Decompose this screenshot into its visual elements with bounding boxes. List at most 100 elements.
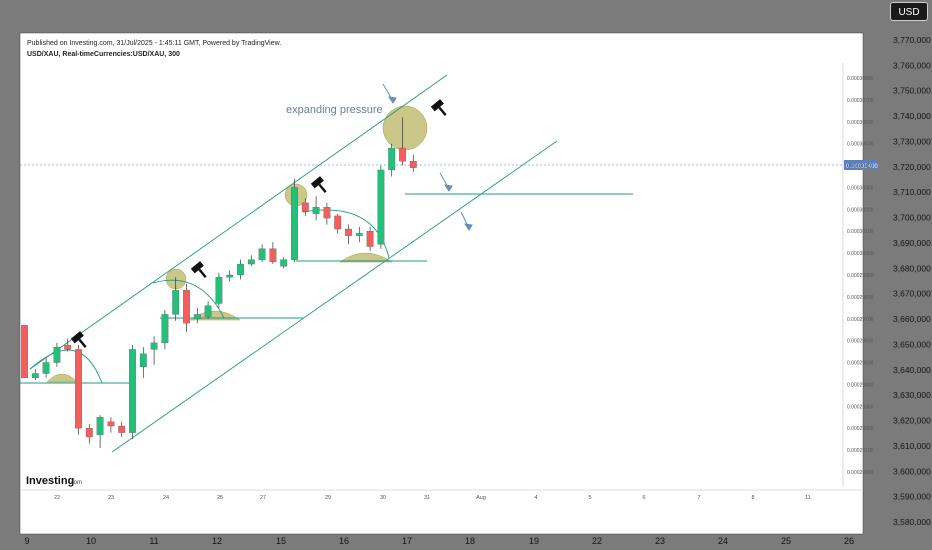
outer-y-tick-label: 3,650,000	[893, 339, 931, 349]
candle-body	[161, 314, 169, 344]
candle-body	[366, 231, 374, 247]
outer-y-tick-label: 3,770,000	[893, 35, 931, 45]
candle-body	[323, 206, 331, 219]
channel-lower	[111, 140, 558, 453]
outer-y-tick-label: 3,760,000	[893, 60, 931, 70]
outer-x-axis-labels: 9 10 11 12 15 16 17 18 19 22 23 24 25 26	[24, 536, 854, 546]
candle-body	[215, 277, 223, 304]
arc-1	[29, 349, 103, 384]
hammer-icon	[310, 176, 327, 193]
hammer-icon	[190, 261, 207, 278]
outer-x-tick-label: 24	[718, 536, 728, 546]
outer-y-tick-label: 3,720,000	[893, 162, 931, 172]
outer-y-tick-label: 3,610,000	[893, 441, 931, 451]
inner-x-tick-label: 27	[260, 495, 266, 501]
candle-body	[129, 349, 136, 433]
arrow-2-head	[443, 184, 453, 192]
outer-x-tick-label: 12	[212, 536, 222, 546]
inner-y-tick-label: 0.00029100	[847, 448, 874, 454]
inner-y-tick-label: 0.00030100	[847, 229, 874, 235]
inner-x-tick-label: 7	[697, 495, 700, 501]
candle-body	[64, 344, 72, 350]
arrow-group	[382, 83, 473, 231]
symbol-text: USD/XAU, Real-timeCurrencies:USD/XAU, 30…	[27, 51, 180, 58]
outer-x-tick-label: 18	[465, 536, 475, 546]
published-text: Published on Investing.com, 31/Jul/2025 …	[27, 40, 281, 47]
outer-y-tick-label: 3,660,000	[893, 314, 931, 324]
hammer-icon	[430, 99, 447, 116]
inner-y-tick-label: 0.00029200	[847, 426, 874, 432]
candle-body	[355, 233, 363, 236]
candle-body	[226, 274, 234, 278]
inner-x-tick-label: 6	[642, 495, 645, 501]
candle-body	[301, 202, 309, 212]
investing-logo: Investing .com	[26, 475, 82, 487]
logo-suffix: .com	[69, 480, 82, 486]
inner-y-tick-label: 0.00029700	[847, 317, 874, 323]
outer-x-tick-label: 16	[339, 536, 349, 546]
candle-body	[85, 428, 93, 438]
outer-y-tick-label: 3,690,000	[893, 238, 931, 248]
inner-y-tick-label: 0.00029500	[847, 361, 874, 367]
outer-y-tick-label: 3,740,000	[893, 111, 931, 121]
logo-main: Investing	[26, 475, 74, 487]
inner-x-tick-label: 30	[380, 495, 386, 501]
inner-y-tick-label: 0.00030400	[847, 164, 874, 170]
inner-x-tick-label: 31	[424, 495, 430, 501]
inner-y-tick-label: 0.00030200	[847, 207, 874, 213]
candle-body	[312, 206, 320, 214]
inner-x-tick-label: 22	[54, 495, 60, 501]
candle-body	[399, 147, 406, 162]
inner-x-tick-label: 4	[534, 495, 537, 501]
outer-x-tick-label: 25	[781, 536, 791, 546]
candle-body	[377, 169, 385, 245]
inner-y-tick-label: 0.00030300	[847, 185, 874, 191]
currency-badge[interactable]: USD	[890, 2, 928, 21]
candles-group	[21, 117, 417, 448]
outer-y-tick-label: 3,670,000	[893, 289, 931, 299]
current-price-tag	[844, 160, 877, 170]
outer-y-tick-label: 3,630,000	[893, 390, 931, 400]
outer-x-tick-label: 11	[149, 536, 158, 546]
arc-2	[152, 279, 225, 319]
candle-body	[388, 147, 396, 171]
outer-x-tick-label: 19	[529, 536, 539, 546]
candle-body	[280, 259, 288, 267]
candle-body	[53, 347, 61, 363]
inner-x-tick-label: 25	[217, 495, 223, 501]
candle-body	[107, 421, 115, 427]
arrow-1-head	[387, 96, 397, 104]
inner-y-tick-label: 0.00029900	[847, 273, 874, 279]
outer-x-tick-label: 17	[402, 536, 412, 546]
outer-y-tick-label: 3,580,000	[893, 517, 931, 527]
outer-x-tick-label: 10	[86, 536, 96, 546]
candle-body	[237, 263, 244, 276]
outer-x-tick-label: 9	[24, 536, 29, 546]
inner-y-tick-label: 0.00030500	[847, 142, 874, 148]
candle-body	[150, 342, 158, 350]
candle-body	[96, 417, 104, 435]
outer-x-tick-label: 22	[592, 536, 602, 546]
current-price-tag-text: 0.00030400	[846, 164, 878, 170]
candle-body	[118, 425, 126, 433]
inner-x-tick-label: Aug	[476, 495, 486, 501]
outer-y-tick-label: 3,640,000	[893, 365, 931, 375]
outer-x-tick-label: 26	[844, 536, 854, 546]
dome-3	[339, 252, 393, 263]
candle-body	[409, 161, 417, 168]
candle-body	[269, 248, 277, 263]
inner-x-axis-labels: 22 23 24 25 27 29 30 31 Aug 4 5 6 7 8 11	[54, 495, 811, 501]
outer-y-tick-label: 3,710,000	[893, 187, 931, 197]
candle-body	[21, 325, 28, 379]
annotation-text: expanding pressure	[286, 104, 383, 116]
outer-y-axis-labels: 3,770,000 3,760,000 3,750,000 3,740,000 3,73…	[893, 35, 931, 527]
candle-body	[258, 248, 266, 260]
hammer-icon	[70, 331, 87, 348]
inner-x-tick-label: 23	[108, 495, 114, 501]
inner-x-tick-label: 29	[325, 495, 331, 501]
candle-body	[291, 187, 298, 260]
inner-y-tick-label: 0.00029400	[847, 382, 874, 388]
inner-y-tick-label: 0.00030800	[847, 76, 874, 82]
outer-y-tick-label: 3,730,000	[893, 136, 931, 146]
outer-y-tick-label: 3,680,000	[893, 263, 931, 273]
